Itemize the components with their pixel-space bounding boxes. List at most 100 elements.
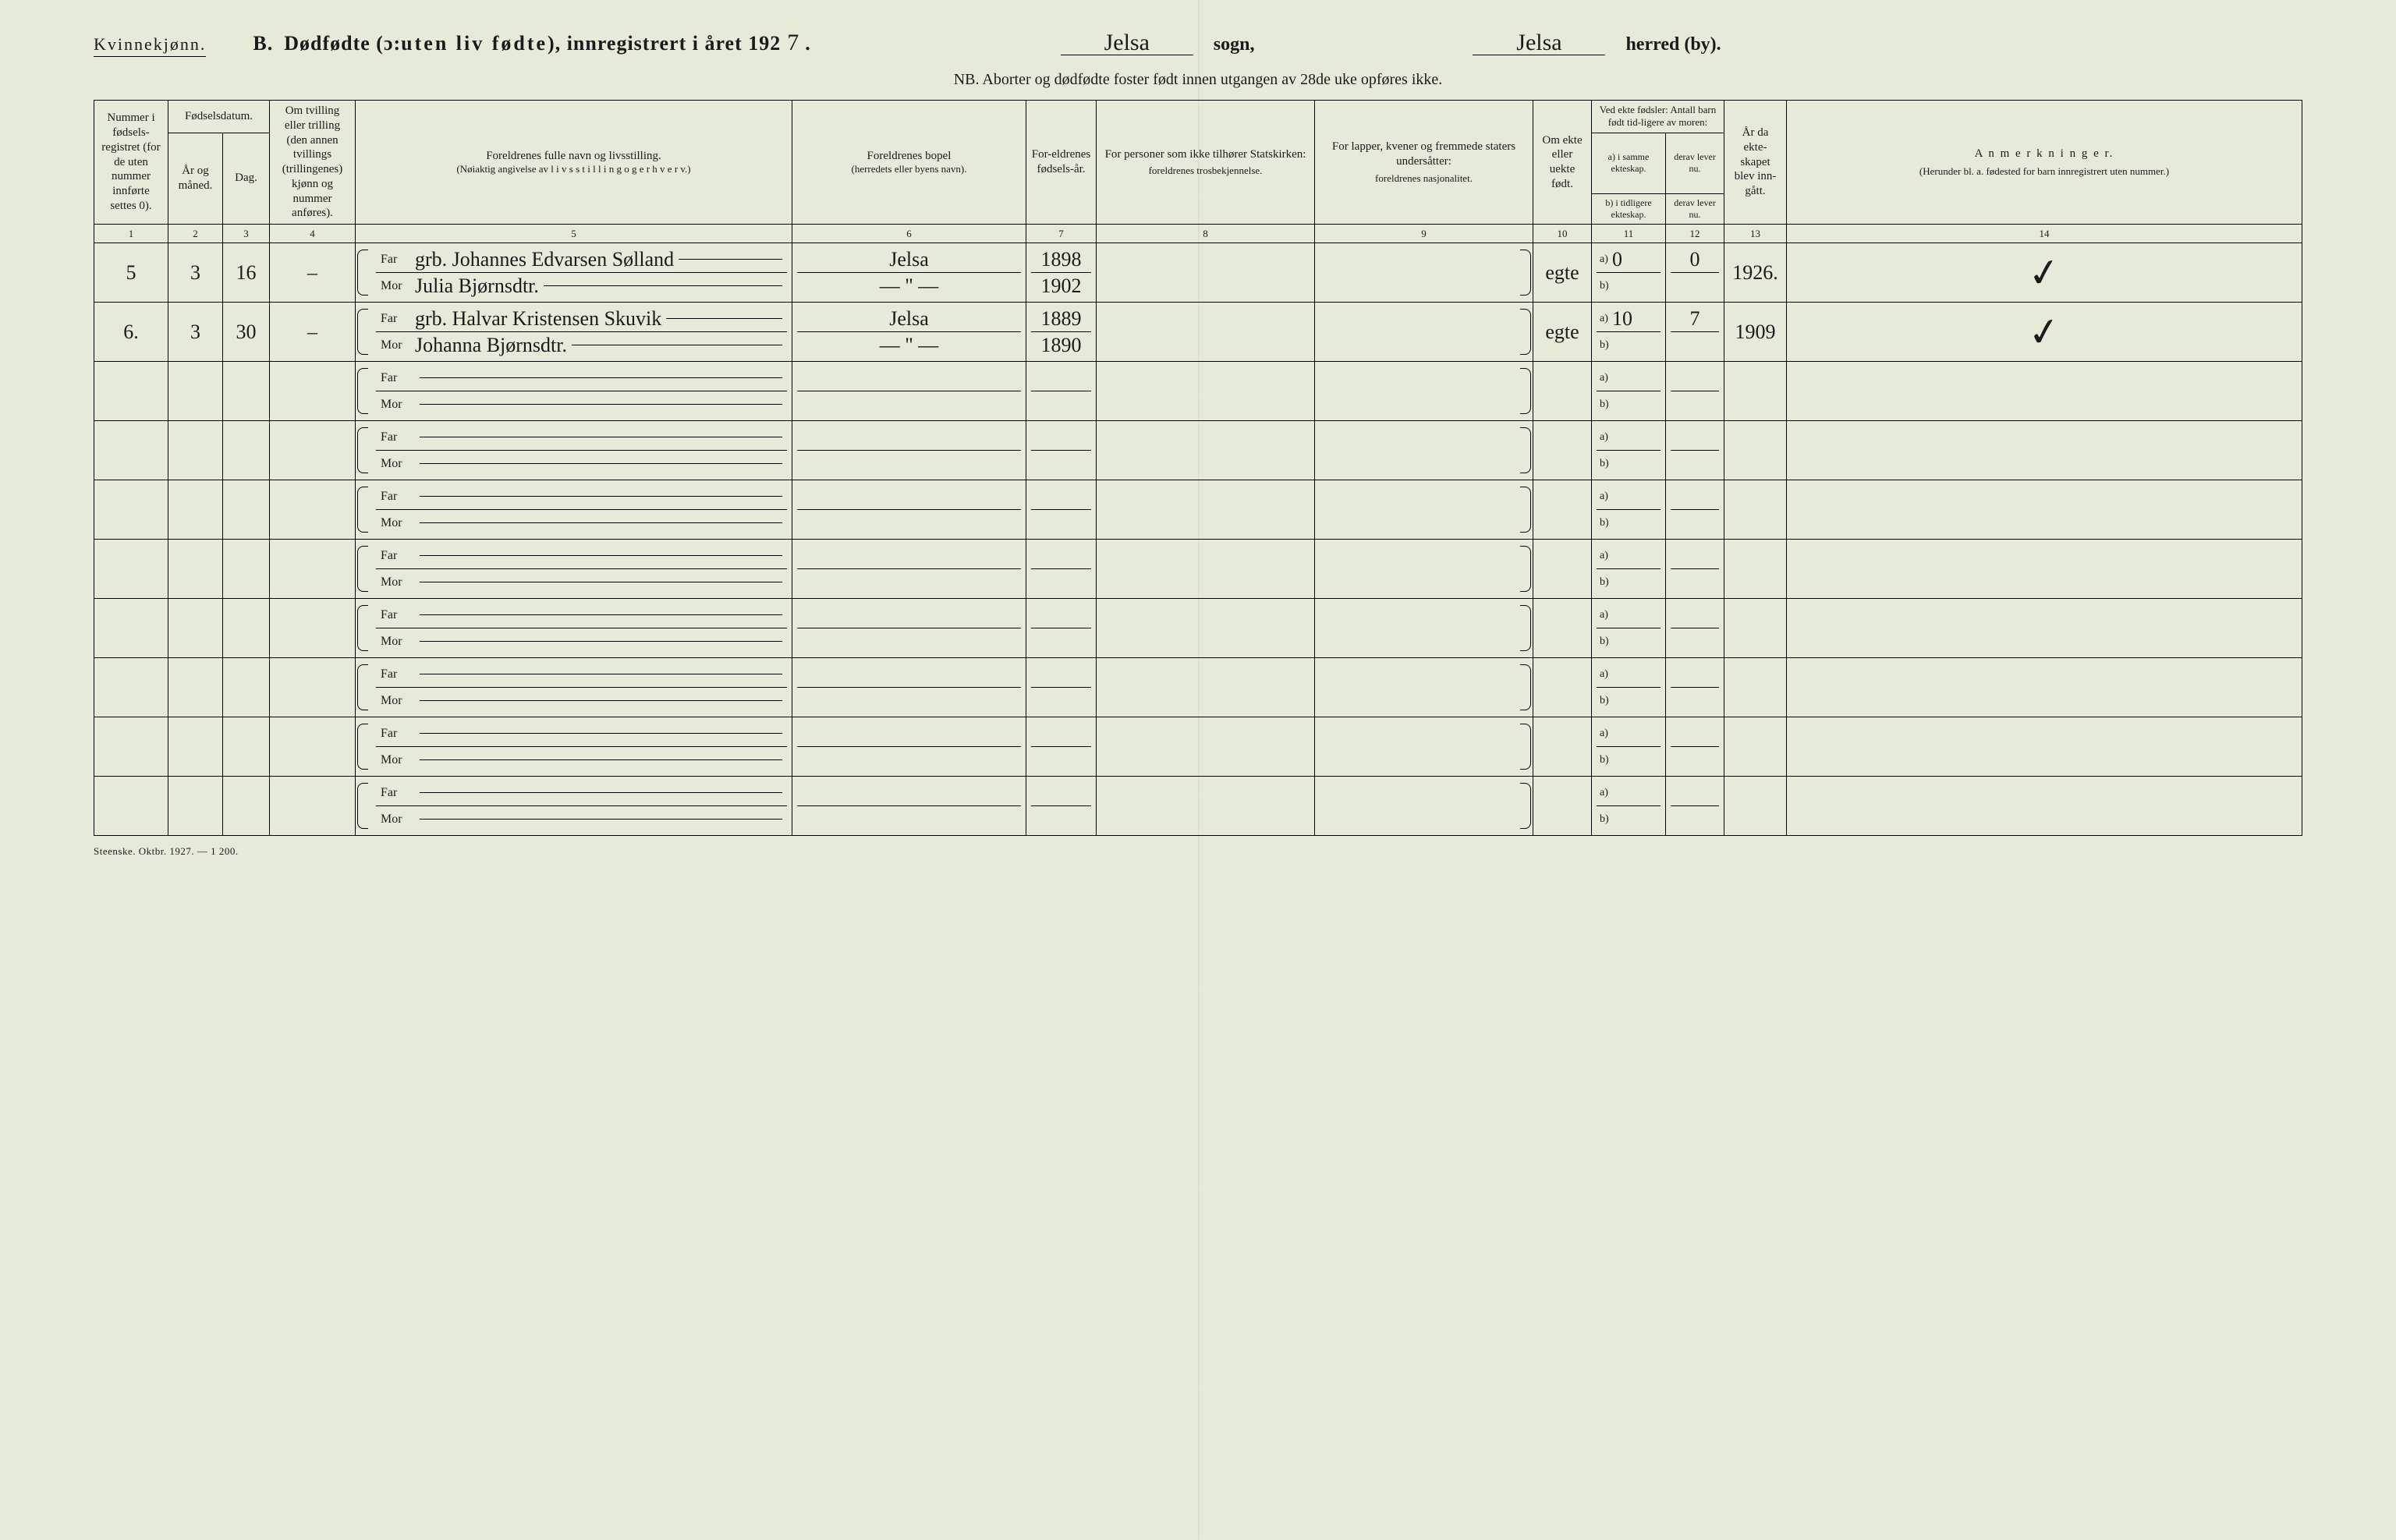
far-label: Far <box>381 549 415 563</box>
colnum: 4 <box>270 225 356 243</box>
a-label: a) <box>1597 253 1612 266</box>
far-label: Far <box>381 430 415 444</box>
b-label: b) <box>1597 280 1612 292</box>
col6-header: Foreldrenes bopel (herredets eller byens… <box>792 101 1026 225</box>
rule-line <box>420 700 782 701</box>
cell: 1898 1902 <box>1026 243 1097 303</box>
b-label: b) <box>1597 576 1612 589</box>
cell: 7 <box>1666 303 1724 362</box>
rule-line <box>420 733 782 734</box>
cell <box>168 599 223 658</box>
cell <box>1666 480 1724 540</box>
cell <box>792 777 1026 836</box>
bracket-icon <box>357 250 368 296</box>
far-label: Far <box>381 786 415 800</box>
marriage-year: 1926. <box>1732 261 1778 284</box>
mother-name: Julia Bjørnsdtr. <box>415 276 539 296</box>
cell: a) b) <box>1592 421 1666 480</box>
cell <box>94 480 168 540</box>
cell <box>1097 599 1315 658</box>
rule-line <box>420 496 782 497</box>
cell <box>792 540 1026 599</box>
entry-number: 6. <box>123 320 139 343</box>
cell <box>1315 243 1533 303</box>
col9-a: For lapper, kvener og fremmede staters u… <box>1320 140 1528 169</box>
bracket-icon <box>1520 783 1531 829</box>
sogn-value: Jelsa <box>1061 31 1193 55</box>
col1112-top: Ved ekte fødsler: Antall barn født tid-l… <box>1592 101 1724 133</box>
marriage-year: 1909 <box>1735 320 1776 343</box>
a-label: a) <box>1597 372 1612 384</box>
colnum: 6 <box>792 225 1026 243</box>
father-residence: Jelsa <box>889 309 929 329</box>
cell <box>270 717 356 777</box>
col12b-header: derav lever nu. <box>1666 194 1724 225</box>
table-body: 5316– Far grb. Johannes Edvarsen Sølland… <box>94 243 2302 836</box>
father-residence: Jelsa <box>889 250 929 270</box>
cell: Far Mor <box>356 362 792 421</box>
colnum: 1 <box>94 225 168 243</box>
cell: Jelsa — " — <box>792 243 1026 303</box>
far-label: Far <box>381 312 415 326</box>
mother-birthyear: 1902 <box>1041 276 1082 296</box>
bracket-icon <box>357 546 368 592</box>
rule-line <box>420 522 782 523</box>
bracket-icon <box>357 724 368 770</box>
cell <box>1097 658 1315 717</box>
cell: a)10 b) <box>1592 303 1666 362</box>
cell: Far grb. Johannes Edvarsen Sølland Mor J… <box>356 243 792 303</box>
far-label: Far <box>381 253 415 267</box>
rule-line <box>420 404 782 405</box>
cell: Far Mor <box>356 777 792 836</box>
mor-label: Mor <box>381 753 415 767</box>
cell <box>270 480 356 540</box>
rule-line <box>666 318 782 319</box>
title-part1: Dødfødte (ɔ: <box>284 32 401 55</box>
mor-label: Mor <box>381 338 415 352</box>
cell <box>270 599 356 658</box>
checkmark-icon: ✓ <box>2025 248 2064 297</box>
bracket-icon <box>357 605 368 651</box>
cell: 30 <box>223 303 270 362</box>
cell <box>1787 599 2302 658</box>
a-label: a) <box>1597 431 1612 444</box>
entry-twin: – <box>307 320 317 343</box>
col6-a: Foreldrenes bopel <box>797 149 1021 164</box>
bracket-icon <box>1520 427 1531 473</box>
far-label: Far <box>381 490 415 504</box>
cell <box>1315 540 1533 599</box>
col5-b: (Nøiaktig angivelse av l i v s s t i l l… <box>360 163 787 175</box>
rule-line <box>420 759 782 760</box>
cell <box>1787 777 2302 836</box>
bracket-icon <box>357 368 368 414</box>
cell <box>1097 480 1315 540</box>
table-row: Far Mor a) b) <box>94 599 2302 658</box>
cell: a)0 b) <box>1592 243 1666 303</box>
mother-residence: — " — <box>880 335 939 356</box>
cell <box>1533 777 1592 836</box>
far-label: Far <box>381 608 415 622</box>
col23-group: Fødselsdatum. <box>168 101 270 133</box>
cell <box>1787 421 2302 480</box>
col10-header: Om ekte eller uekte født. <box>1533 101 1592 225</box>
table-row: Far Mor a) b) <box>94 421 2302 480</box>
far-label: Far <box>381 667 415 681</box>
cell: Far grb. Halvar Kristensen Skuvik Mor Jo… <box>356 303 792 362</box>
colnum: 13 <box>1724 225 1787 243</box>
a-label: a) <box>1597 787 1612 799</box>
cell <box>1026 599 1097 658</box>
cell: a) b) <box>1592 777 1666 836</box>
cell <box>1787 480 2302 540</box>
cell <box>1724 658 1787 717</box>
table-row: 6.330– Far grb. Halvar Kristensen Skuvik… <box>94 303 2302 362</box>
cell <box>1315 303 1533 362</box>
mor-label: Mor <box>381 398 415 412</box>
colnum: 10 <box>1533 225 1592 243</box>
title-part2: ), innregistrert i året 192 <box>548 32 781 55</box>
cell <box>792 362 1026 421</box>
cell <box>1533 421 1592 480</box>
col1-header: Nummer i fødsels-registret (for de uten … <box>94 101 168 225</box>
table-row: Far Mor a) b) <box>94 658 2302 717</box>
cell <box>270 658 356 717</box>
bracket-icon <box>1520 309 1531 355</box>
